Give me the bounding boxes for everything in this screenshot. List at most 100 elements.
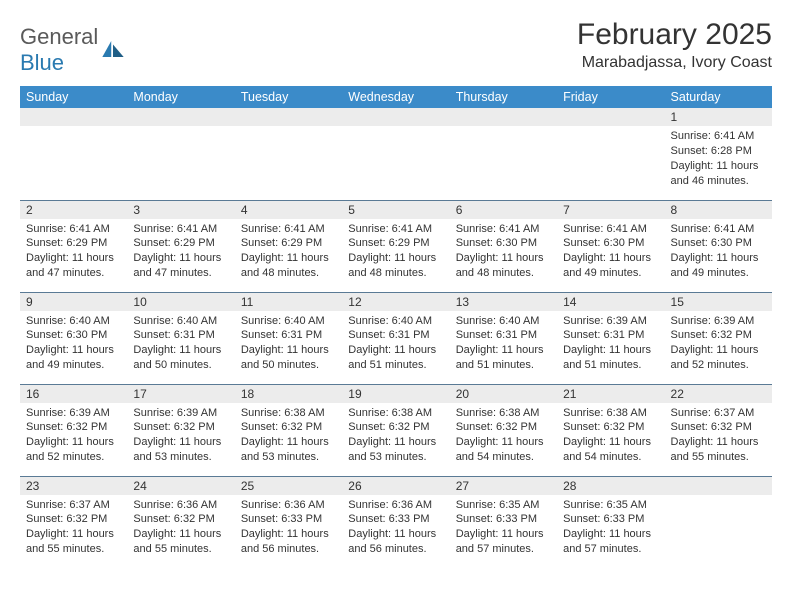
calendar-cell	[342, 108, 449, 200]
day-details: Sunrise: 6:37 AMSunset: 6:32 PMDaylight:…	[665, 403, 772, 469]
calendar-cell: 9Sunrise: 6:40 AMSunset: 6:30 PMDaylight…	[20, 292, 127, 384]
header: General Blue February 2025 Marabadjassa,…	[20, 18, 772, 76]
calendar-cell: 17Sunrise: 6:39 AMSunset: 6:32 PMDayligh…	[127, 384, 234, 476]
day-details: Sunrise: 6:40 AMSunset: 6:31 PMDaylight:…	[450, 311, 557, 377]
day-details: Sunrise: 6:40 AMSunset: 6:31 PMDaylight:…	[235, 311, 342, 377]
location: Marabadjassa, Ivory Coast	[577, 54, 772, 72]
day-number: 22	[665, 385, 772, 403]
day-details: Sunrise: 6:37 AMSunset: 6:32 PMDaylight:…	[20, 495, 127, 561]
calendar-cell: 19Sunrise: 6:38 AMSunset: 6:32 PMDayligh…	[342, 384, 449, 476]
calendar-cell: 12Sunrise: 6:40 AMSunset: 6:31 PMDayligh…	[342, 292, 449, 384]
calendar-cell: 15Sunrise: 6:39 AMSunset: 6:32 PMDayligh…	[665, 292, 772, 384]
day-number: 27	[450, 477, 557, 495]
day-details: Sunrise: 6:38 AMSunset: 6:32 PMDaylight:…	[342, 403, 449, 469]
title-block: February 2025 Marabadjassa, Ivory Coast	[577, 18, 772, 72]
day-number: 15	[665, 293, 772, 311]
day-details: Sunrise: 6:40 AMSunset: 6:31 PMDaylight:…	[127, 311, 234, 377]
day-number	[342, 108, 449, 126]
day-number: 12	[342, 293, 449, 311]
calendar-cell	[20, 108, 127, 200]
calendar-cell: 24Sunrise: 6:36 AMSunset: 6:32 PMDayligh…	[127, 476, 234, 568]
calendar-table: SundayMondayTuesdayWednesdayThursdayFrid…	[20, 86, 772, 568]
day-number: 26	[342, 477, 449, 495]
calendar-cell: 10Sunrise: 6:40 AMSunset: 6:31 PMDayligh…	[127, 292, 234, 384]
calendar-cell: 22Sunrise: 6:37 AMSunset: 6:32 PMDayligh…	[665, 384, 772, 476]
day-number: 10	[127, 293, 234, 311]
weekday-header: Tuesday	[235, 86, 342, 108]
logo-text-blue: Blue	[20, 50, 64, 75]
calendar-cell: 28Sunrise: 6:35 AMSunset: 6:33 PMDayligh…	[557, 476, 664, 568]
day-details: Sunrise: 6:41 AMSunset: 6:30 PMDaylight:…	[557, 219, 664, 285]
calendar-cell	[557, 108, 664, 200]
day-number: 11	[235, 293, 342, 311]
day-details: Sunrise: 6:40 AMSunset: 6:31 PMDaylight:…	[342, 311, 449, 377]
day-number: 24	[127, 477, 234, 495]
weekday-header: Monday	[127, 86, 234, 108]
day-details: Sunrise: 6:35 AMSunset: 6:33 PMDaylight:…	[557, 495, 664, 561]
day-number	[665, 477, 772, 495]
day-number: 6	[450, 201, 557, 219]
calendar-cell: 18Sunrise: 6:38 AMSunset: 6:32 PMDayligh…	[235, 384, 342, 476]
day-details: Sunrise: 6:38 AMSunset: 6:32 PMDaylight:…	[450, 403, 557, 469]
calendar-week: 16Sunrise: 6:39 AMSunset: 6:32 PMDayligh…	[20, 384, 772, 476]
calendar-head: SundayMondayTuesdayWednesdayThursdayFrid…	[20, 86, 772, 108]
day-details: Sunrise: 6:36 AMSunset: 6:32 PMDaylight:…	[127, 495, 234, 561]
day-number: 28	[557, 477, 664, 495]
day-details: Sunrise: 6:41 AMSunset: 6:29 PMDaylight:…	[342, 219, 449, 285]
day-number: 1	[665, 108, 772, 126]
day-details: Sunrise: 6:40 AMSunset: 6:30 PMDaylight:…	[20, 311, 127, 377]
day-details: Sunrise: 6:39 AMSunset: 6:32 PMDaylight:…	[20, 403, 127, 469]
day-number: 25	[235, 477, 342, 495]
month-title: February 2025	[577, 18, 772, 52]
day-details: Sunrise: 6:41 AMSunset: 6:28 PMDaylight:…	[665, 126, 772, 192]
day-number: 16	[20, 385, 127, 403]
calendar-cell: 14Sunrise: 6:39 AMSunset: 6:31 PMDayligh…	[557, 292, 664, 384]
calendar-cell	[665, 476, 772, 568]
day-number	[450, 108, 557, 126]
day-number: 9	[20, 293, 127, 311]
calendar-cell: 1Sunrise: 6:41 AMSunset: 6:28 PMDaylight…	[665, 108, 772, 200]
calendar-cell: 26Sunrise: 6:36 AMSunset: 6:33 PMDayligh…	[342, 476, 449, 568]
day-number: 23	[20, 477, 127, 495]
calendar-week: 9Sunrise: 6:40 AMSunset: 6:30 PMDaylight…	[20, 292, 772, 384]
calendar-cell: 7Sunrise: 6:41 AMSunset: 6:30 PMDaylight…	[557, 200, 664, 292]
day-number: 3	[127, 201, 234, 219]
weekday-header: Wednesday	[342, 86, 449, 108]
day-number: 4	[235, 201, 342, 219]
calendar-week: 1Sunrise: 6:41 AMSunset: 6:28 PMDaylight…	[20, 108, 772, 200]
day-details: Sunrise: 6:41 AMSunset: 6:29 PMDaylight:…	[235, 219, 342, 285]
calendar-cell: 16Sunrise: 6:39 AMSunset: 6:32 PMDayligh…	[20, 384, 127, 476]
day-details: Sunrise: 6:36 AMSunset: 6:33 PMDaylight:…	[235, 495, 342, 561]
day-number: 13	[450, 293, 557, 311]
calendar-cell: 6Sunrise: 6:41 AMSunset: 6:30 PMDaylight…	[450, 200, 557, 292]
day-details: Sunrise: 6:35 AMSunset: 6:33 PMDaylight:…	[450, 495, 557, 561]
day-number: 8	[665, 201, 772, 219]
calendar-cell: 3Sunrise: 6:41 AMSunset: 6:29 PMDaylight…	[127, 200, 234, 292]
logo: General Blue	[20, 24, 124, 76]
day-number	[557, 108, 664, 126]
calendar-cell: 21Sunrise: 6:38 AMSunset: 6:32 PMDayligh…	[557, 384, 664, 476]
calendar-cell: 11Sunrise: 6:40 AMSunset: 6:31 PMDayligh…	[235, 292, 342, 384]
calendar-cell: 23Sunrise: 6:37 AMSunset: 6:32 PMDayligh…	[20, 476, 127, 568]
day-number: 20	[450, 385, 557, 403]
calendar-cell: 20Sunrise: 6:38 AMSunset: 6:32 PMDayligh…	[450, 384, 557, 476]
weekday-header: Thursday	[450, 86, 557, 108]
day-number: 17	[127, 385, 234, 403]
day-number: 14	[557, 293, 664, 311]
calendar-cell: 5Sunrise: 6:41 AMSunset: 6:29 PMDaylight…	[342, 200, 449, 292]
calendar-cell	[235, 108, 342, 200]
calendar-cell: 27Sunrise: 6:35 AMSunset: 6:33 PMDayligh…	[450, 476, 557, 568]
calendar-cell: 13Sunrise: 6:40 AMSunset: 6:31 PMDayligh…	[450, 292, 557, 384]
day-number: 18	[235, 385, 342, 403]
day-details: Sunrise: 6:39 AMSunset: 6:32 PMDaylight:…	[665, 311, 772, 377]
day-number	[127, 108, 234, 126]
calendar-cell	[450, 108, 557, 200]
calendar-cell: 4Sunrise: 6:41 AMSunset: 6:29 PMDaylight…	[235, 200, 342, 292]
day-number	[235, 108, 342, 126]
day-number: 21	[557, 385, 664, 403]
calendar-cell	[127, 108, 234, 200]
day-details: Sunrise: 6:41 AMSunset: 6:29 PMDaylight:…	[127, 219, 234, 285]
day-number: 2	[20, 201, 127, 219]
day-number	[20, 108, 127, 126]
logo-text-gray: General	[20, 24, 98, 49]
